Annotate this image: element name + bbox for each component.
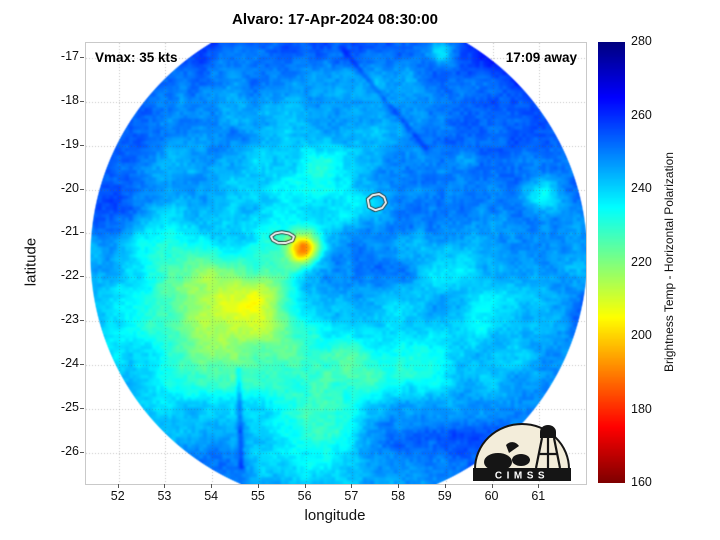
x-tick-mark <box>257 484 259 488</box>
y-tick-mark <box>80 100 84 102</box>
colorbar-label: Brightness Temp - Horizontal Polarizatio… <box>662 152 676 372</box>
plot-area: Vmax: 35 kts 17:09 away CIMSS <box>85 42 587 485</box>
y-tick-mark <box>80 188 84 190</box>
y-tick-mark <box>80 276 84 278</box>
colorbar-tick-label: 280 <box>631 34 652 48</box>
cimss-logo: CIMSS <box>473 423 571 482</box>
y-tick-label: -21 <box>60 224 79 239</box>
x-tick-mark <box>538 484 540 488</box>
y-tick-label: -24 <box>60 356 79 371</box>
y-tick-label: -25 <box>60 399 79 414</box>
y-tick-mark <box>80 320 84 322</box>
y-tick-mark <box>80 407 84 409</box>
colorbar-tick-label: 200 <box>631 328 652 342</box>
y-tick-mark <box>80 56 84 58</box>
x-tick-label: 59 <box>437 489 452 503</box>
vmax-annotation: Vmax: 35 kts <box>95 50 178 65</box>
x-tick-label: 55 <box>250 489 265 503</box>
chart-title: Alvaro: 17-Apr-2024 08:30:00 <box>232 11 438 28</box>
y-tick-mark <box>80 451 84 453</box>
x-tick-label: 52 <box>110 489 125 503</box>
x-tick-label: 53 <box>157 489 172 503</box>
brightness-temp-image <box>86 43 586 484</box>
dish-antenna-icon <box>506 442 519 453</box>
y-tick-label: -26 <box>60 443 79 458</box>
colorbar-tick-label: 160 <box>631 475 652 489</box>
x-tick-label: 58 <box>391 489 406 503</box>
y-tick-label: -23 <box>60 312 79 327</box>
x-tick-mark <box>304 484 306 488</box>
cimss-logo-text: CIMSS <box>495 471 549 482</box>
x-tick-label: 60 <box>484 489 499 503</box>
x-tick-mark <box>491 484 493 488</box>
colorbar-tick-label: 180 <box>631 401 652 416</box>
y-tick-label: -18 <box>60 92 79 107</box>
x-tick-mark <box>164 484 166 488</box>
y-tick-label: -17 <box>60 48 79 63</box>
x-tick-mark <box>398 484 400 488</box>
colorbar-tick-label: 220 <box>631 254 652 269</box>
x-tick-mark <box>211 484 213 488</box>
water-tower-legs-icon <box>534 437 562 469</box>
colorbar-gradient <box>598 42 625 483</box>
y-axis-label: latitude <box>22 237 40 287</box>
x-tick-label: 56 <box>297 489 312 503</box>
x-tick-label: 57 <box>344 489 359 503</box>
y-tick-mark <box>80 232 84 234</box>
y-tick-mark <box>80 364 84 366</box>
x-tick-mark <box>444 484 446 488</box>
y-tick-label: -22 <box>60 268 79 283</box>
colorbar-tick-label: 240 <box>631 181 652 195</box>
y-tick-label: -20 <box>60 180 79 195</box>
colorbar-tick-label: 260 <box>631 107 652 122</box>
y-tick-label: -19 <box>60 136 79 151</box>
x-axis-label: longitude <box>304 507 366 524</box>
cimss-logo-band <box>473 468 571 481</box>
radome-icon <box>484 453 512 471</box>
y-tick-mark <box>80 144 84 146</box>
x-tick-mark <box>351 484 353 488</box>
radome-small-icon <box>512 454 530 466</box>
x-tick-label: 61 <box>531 489 546 503</box>
x-tick-mark <box>117 484 119 488</box>
water-tower-tank-icon <box>540 425 556 438</box>
x-tick-label: 54 <box>204 489 219 503</box>
eta-annotation: 17:09 away <box>505 50 577 65</box>
